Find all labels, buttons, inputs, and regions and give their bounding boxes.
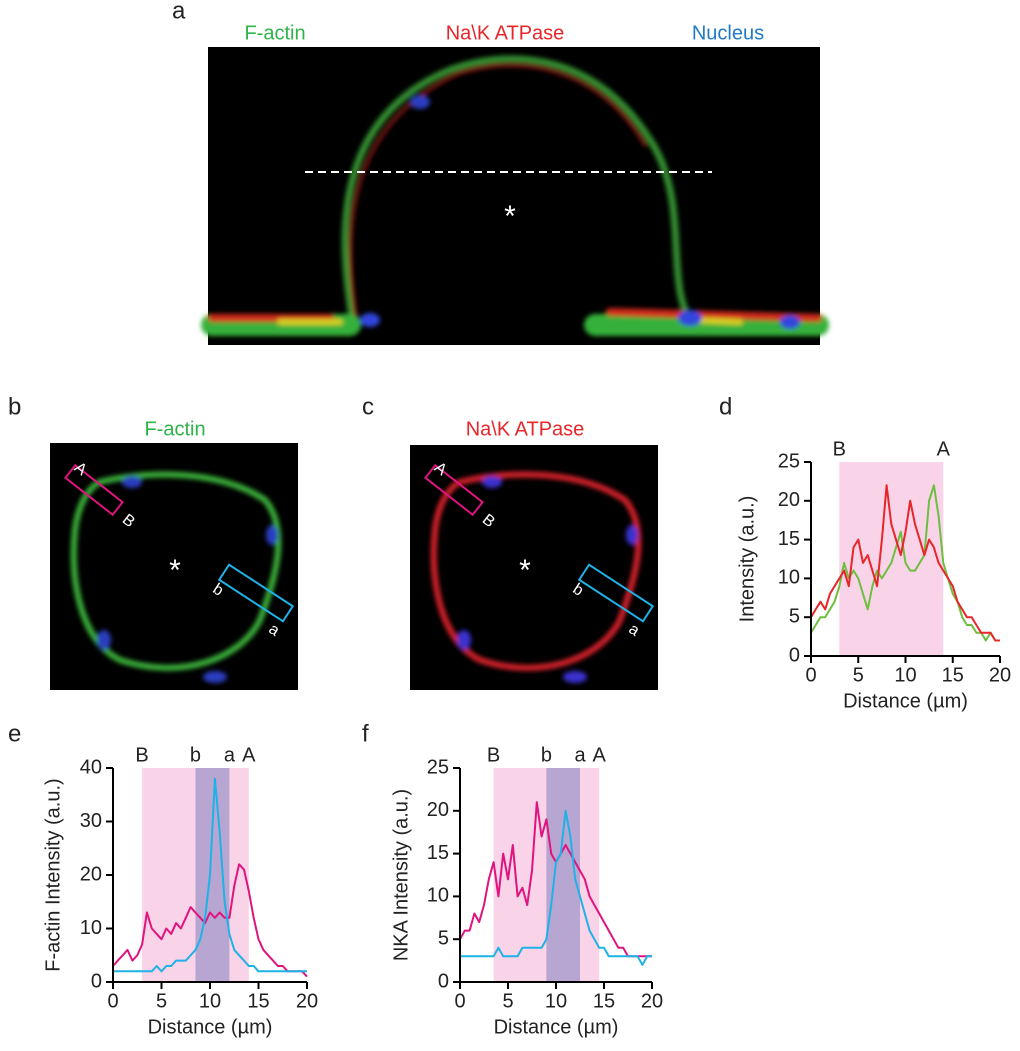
y-tick-label: 0 (91, 970, 102, 992)
y-axis-label: F-actin Intensity (a.u.) (42, 778, 64, 971)
x-tick-label: 20 (989, 664, 1011, 686)
x-tick-label: 10 (545, 990, 567, 1012)
data-line (113, 777, 307, 973)
panel-label: f (362, 720, 369, 747)
y-tick-label: 20 (778, 489, 800, 511)
channel-label: Nucleus (692, 22, 764, 44)
lumen-marker: * (504, 200, 516, 233)
y-tick-label: 40 (80, 756, 102, 778)
panel-label: c (362, 393, 374, 420)
y-tick-label: 30 (80, 810, 102, 832)
y-tick-label: 15 (427, 842, 449, 864)
region-label: b (541, 744, 552, 766)
y-tick-label: 20 (427, 799, 449, 821)
x-axis-label: Distance (µm) (843, 690, 968, 712)
channel-label: Na\K ATPase (446, 22, 565, 44)
y-tick-label: 0 (789, 644, 800, 666)
data-line (810, 484, 1000, 642)
region-label: A (593, 744, 607, 766)
y-axis-label: NKA Intensity (a.u.) (390, 789, 412, 961)
x-tick-label: 20 (641, 990, 663, 1012)
x-tick-label: 15 (593, 990, 615, 1012)
region-label: A (242, 744, 256, 766)
panel-label: b (8, 393, 21, 420)
panel-label: d (719, 393, 732, 420)
region-label: b (190, 744, 201, 766)
x-axis-label: Distance (µm) (494, 1016, 619, 1038)
y-tick-label: 10 (80, 917, 102, 939)
region-label: B (487, 744, 500, 766)
x-tick-label: 0 (107, 990, 118, 1012)
shaded-region (839, 462, 944, 656)
y-tick-label: 20 (80, 863, 102, 885)
data-line (112, 863, 308, 978)
x-tick-label: 5 (502, 990, 513, 1012)
data-line (460, 809, 652, 966)
region-label: B (833, 438, 846, 460)
region-label: A (937, 438, 951, 460)
x-axis-label: Distance (µm) (148, 1016, 273, 1038)
x-tick-label: 15 (247, 990, 269, 1012)
panel-label: a (172, 0, 186, 24)
y-tick-label: 10 (427, 885, 449, 907)
x-tick-label: 10 (894, 664, 916, 686)
shaded-region (195, 768, 230, 982)
panel-label: e (8, 720, 21, 747)
micrograph (50, 443, 298, 690)
channel-label: F-actin (244, 22, 305, 44)
y-tick-label: 10 (778, 567, 800, 589)
y-tick-label: 15 (778, 528, 800, 550)
micrograph (201, 47, 829, 345)
region-label: a (224, 744, 236, 766)
region-label: a (574, 744, 586, 766)
x-tick-label: 5 (853, 664, 864, 686)
x-tick-label: 10 (199, 990, 221, 1012)
region-label: B (135, 744, 148, 766)
x-tick-label: 0 (805, 664, 816, 686)
lumen-marker: * (519, 554, 531, 587)
y-tick-label: 25 (778, 450, 800, 472)
y-tick-label: 5 (438, 927, 449, 949)
y-axis-label: Intensity (a.u.) (736, 496, 758, 623)
x-tick-label: 15 (942, 664, 964, 686)
micrograph (410, 445, 658, 690)
x-tick-label: 20 (296, 990, 318, 1012)
x-tick-label: 5 (156, 990, 167, 1012)
y-tick-label: 5 (789, 605, 800, 627)
y-tick-label: 0 (438, 970, 449, 992)
data-line (810, 484, 1000, 642)
lumen-marker: * (169, 554, 181, 587)
panel-title: Na\K ATPase (466, 418, 585, 440)
x-tick-label: 0 (454, 990, 465, 1012)
panel-title: F-actin (144, 418, 205, 440)
y-tick-label: 25 (427, 756, 449, 778)
